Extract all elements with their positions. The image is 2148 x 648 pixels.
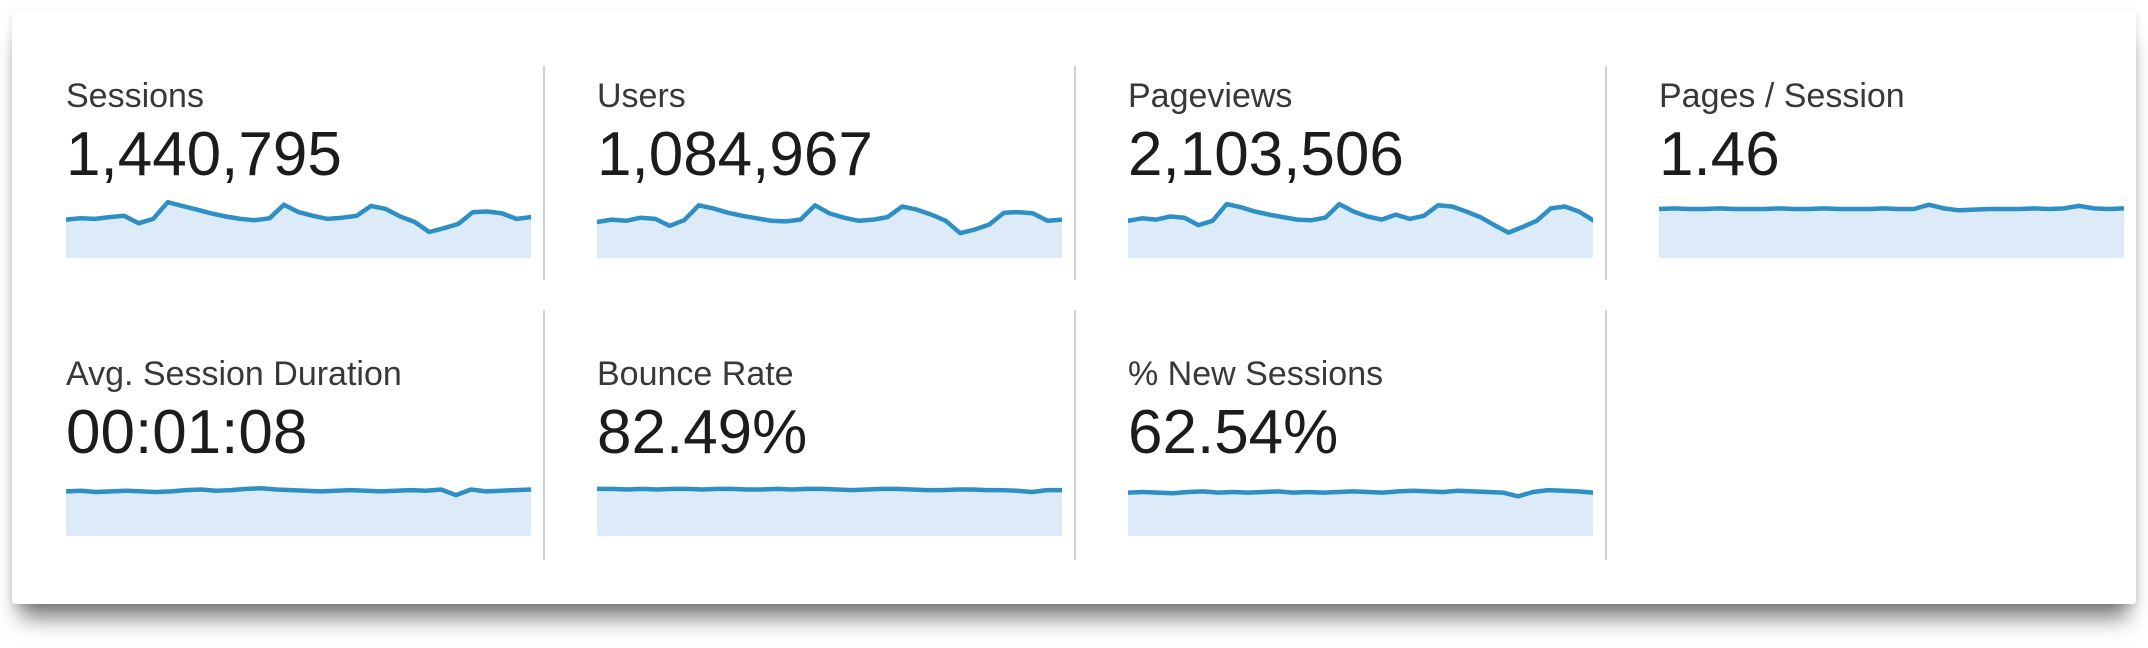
metric-label-avg-session-duration: Avg. Session Duration [66, 355, 402, 393]
metric-value-sessions: 1,440,795 [66, 120, 342, 189]
metric-value-avg-session-duration: 00:01:08 [66, 398, 308, 467]
sessions-sparkline-chart [66, 196, 531, 258]
metric-card-sessions[interactable]: Sessions 1,440,795 [12, 66, 543, 280]
metric-value-users: 1,084,967 [597, 120, 873, 189]
bounce-rate-sparkline-chart [597, 474, 1062, 536]
metric-card-avg-session-duration[interactable]: Avg. Session Duration 00:01:08 [12, 310, 543, 560]
avg-session-duration-sparkline-chart [66, 474, 531, 536]
metrics-grid: Sessions 1,440,795 Users 1,084,967 Pagev… [12, 10, 2136, 560]
users-sparkline-chart [597, 196, 1062, 258]
pages-per-session-sparkline-chart [1659, 196, 2124, 258]
metric-label-pageviews: Pageviews [1128, 77, 1293, 115]
metric-value-percent-new-sessions: 62.54% [1128, 398, 1339, 467]
metric-card-percent-new-sessions[interactable]: % New Sessions 62.54% [1074, 310, 1605, 560]
metric-value-bounce-rate: 82.49% [597, 398, 808, 467]
metric-card-pages-per-session[interactable]: Pages / Session 1.46 [1605, 66, 2136, 280]
pageviews-sparkline-chart [1128, 196, 1593, 258]
empty-metric-slot [1605, 310, 2136, 560]
metric-value-pages-per-session: 1.46 [1659, 120, 1780, 189]
metric-label-sessions: Sessions [66, 77, 204, 115]
metric-card-pageviews[interactable]: Pageviews 2,103,506 [1074, 66, 1605, 280]
metric-label-users: Users [597, 77, 686, 115]
metric-label-percent-new-sessions: % New Sessions [1128, 355, 1384, 393]
metric-card-bounce-rate[interactable]: Bounce Rate 82.49% [543, 310, 1074, 560]
percent-new-sessions-sparkline-chart [1128, 474, 1593, 536]
metric-card-users[interactable]: Users 1,084,967 [543, 66, 1074, 280]
metrics-overview-panel: Sessions 1,440,795 Users 1,084,967 Pagev… [12, 10, 2136, 604]
metric-value-pageviews: 2,103,506 [1128, 120, 1404, 189]
metric-label-pages-per-session: Pages / Session [1659, 77, 1905, 115]
metric-label-bounce-rate: Bounce Rate [597, 355, 794, 393]
